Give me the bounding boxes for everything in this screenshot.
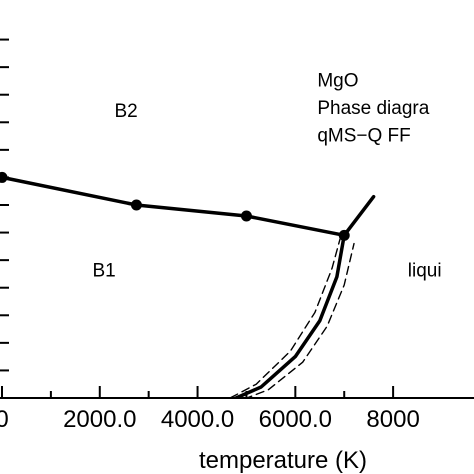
phase-boundary-dashed-line xyxy=(244,242,355,398)
x-tick-labels: 0 2000.0 4000.0 6000.0 8000 xyxy=(0,406,420,433)
phase-boundary-dashed-line xyxy=(228,231,343,398)
x-tick-label: 0 xyxy=(0,406,9,433)
phase-boundary-line xyxy=(0,175,376,238)
axis-ticks xyxy=(0,38,395,398)
plot-markers xyxy=(0,171,350,241)
plot-lines xyxy=(0,175,376,398)
chart-annotation: B2 xyxy=(114,101,137,122)
plot-annotations: B2 B1 MgO Phase diagra qMS−Q FF liqui xyxy=(92,70,441,281)
data-point-marker xyxy=(338,229,350,241)
x-tick-label: 8000 xyxy=(366,406,419,433)
chart-annotation: qMS−Q FF xyxy=(317,126,410,147)
data-point-marker xyxy=(130,199,142,211)
phase-boundary-line xyxy=(231,233,346,398)
chart-annotation: MgO xyxy=(317,70,358,91)
x-tick-label: 2000.0 xyxy=(63,406,136,433)
x-axis-title: temperature (K) xyxy=(199,447,367,474)
chart-annotation: liqui xyxy=(408,261,442,282)
chart-annotation: Phase diagra xyxy=(317,98,429,119)
x-tick-label: 4000.0 xyxy=(161,406,234,433)
data-point-marker xyxy=(240,210,252,222)
x-tick-label: 6000.0 xyxy=(259,406,332,433)
chart-annotation: B1 xyxy=(92,261,115,282)
